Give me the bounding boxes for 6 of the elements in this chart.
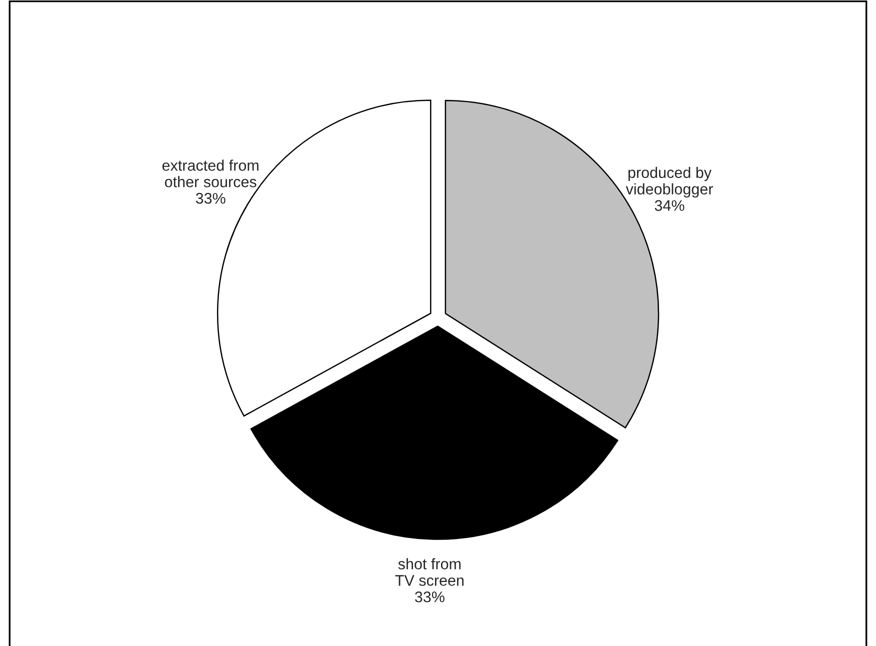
slice-label: extracted from other sources <box>162 160 258 188</box>
data-label: 34% <box>654 200 684 211</box>
slice-label: shot from TV screen <box>395 558 464 586</box>
slice-label: produced by videoblogger <box>626 166 714 198</box>
data-label: 33% <box>196 192 226 204</box>
data-label: 33% <box>414 591 444 602</box>
